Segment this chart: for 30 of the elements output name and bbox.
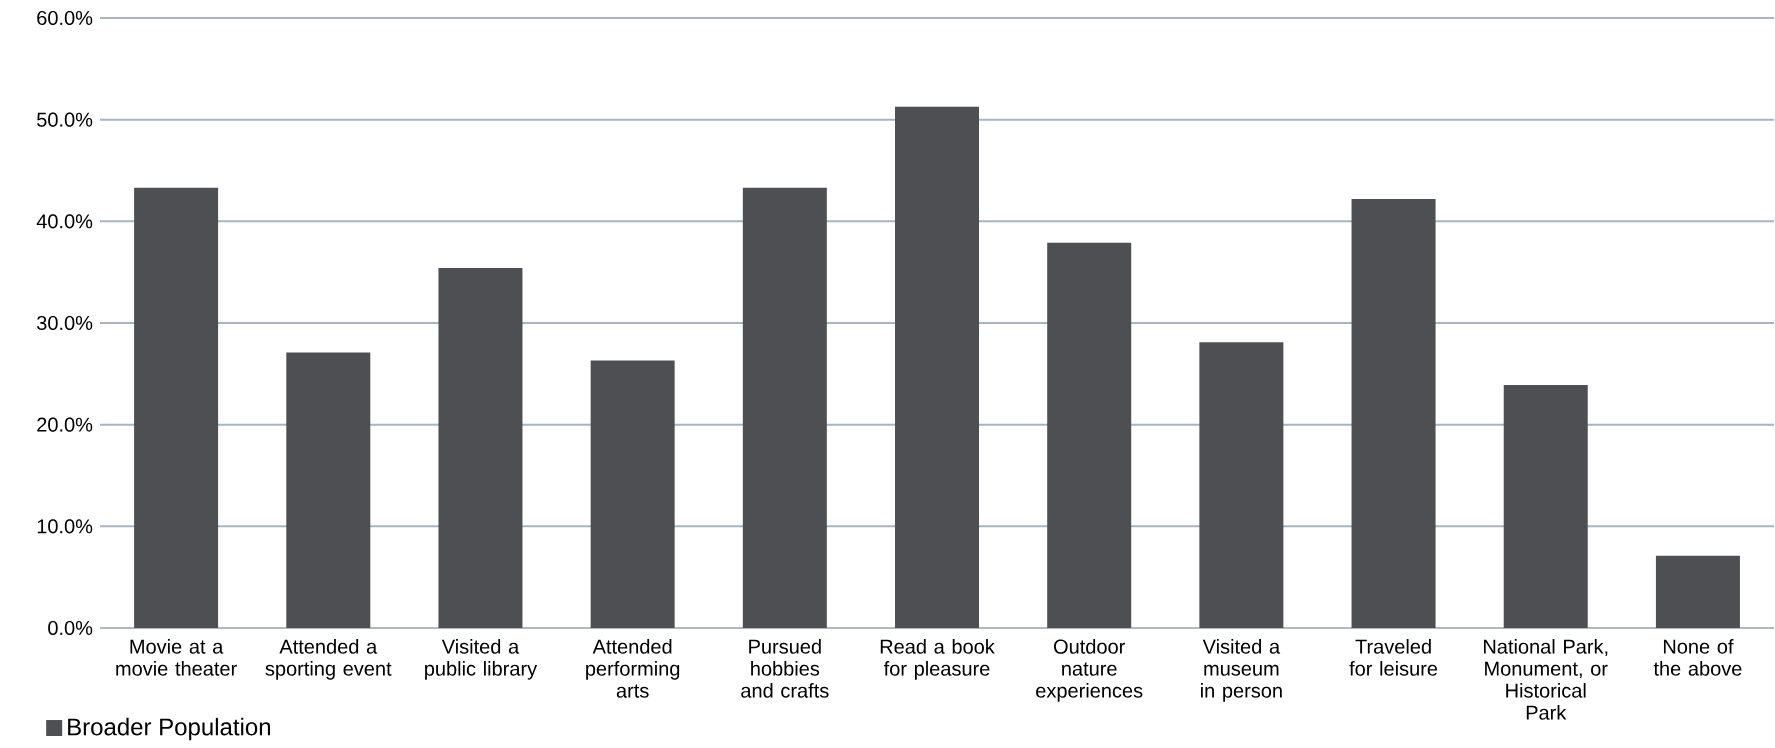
bar [1047, 242, 1132, 628]
x-tick-label: Read a book for pleasure [880, 639, 995, 680]
bar [286, 352, 371, 628]
y-tick-label: 40.0% [36, 214, 93, 229]
x-tick-label: Pursued hobbies and crafts [741, 639, 829, 698]
y-tick-label: 10.0% [37, 519, 93, 534]
y-tick-label: 30.0% [36, 315, 93, 331]
y-tick-label: 0.0% [48, 620, 93, 636]
x-tick-label: Movie at a movie theater [116, 639, 237, 676]
bar [1199, 342, 1284, 628]
bar [438, 268, 523, 628]
x-tick-label: None of the above [1653, 639, 1742, 676]
bar [895, 106, 980, 628]
y-tick-label: 50.0% [37, 112, 93, 127]
x-tick-label: Outdoor nature experiences [1036, 639, 1143, 702]
bar [1655, 555, 1740, 628]
x-tick-label: Visited a public library [425, 639, 538, 680]
bar [1503, 385, 1588, 628]
x-tick-label: Attended a sporting event [265, 639, 392, 680]
x-tick-label: Visited a museum in person [1201, 639, 1282, 702]
bar [590, 360, 675, 628]
bar [134, 187, 219, 628]
y-tick-label: 60.0% [37, 10, 93, 26]
legend-label: Broader Population [68, 717, 271, 741]
x-tick-label: Attended performing arts [586, 639, 680, 698]
y-tick-label: 20.0% [37, 417, 93, 432]
bar [1351, 198, 1436, 628]
x-tick-label: Traveled for leisure [1349, 639, 1438, 676]
x-tick-label: National Park, Monument, or Historical Park [1484, 639, 1608, 720]
bar [742, 187, 827, 628]
